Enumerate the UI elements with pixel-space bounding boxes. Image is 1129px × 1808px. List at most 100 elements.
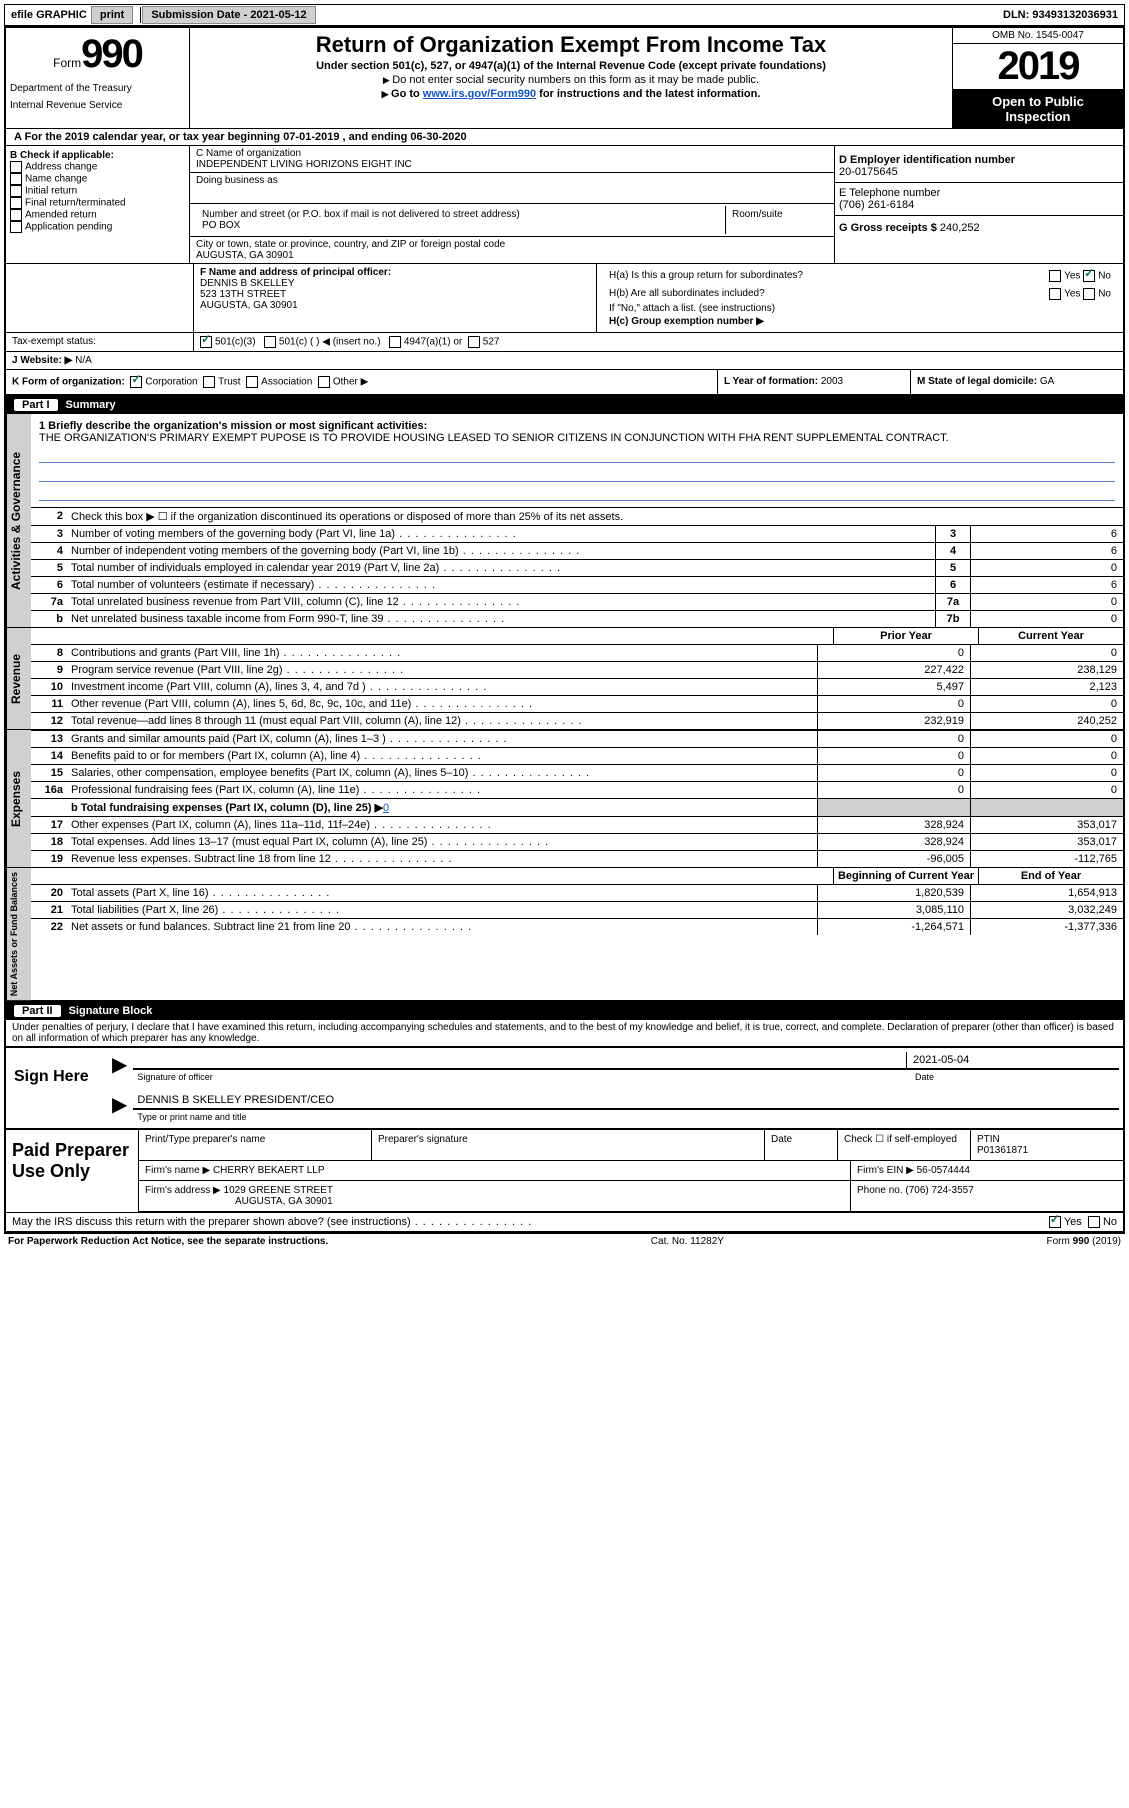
row-klm: K Form of organization: Corporation Trus… [6, 370, 1123, 396]
line-10: 10Investment income (Part VIII, column (… [31, 678, 1123, 695]
officer-addr2: AUGUSTA, GA 30901 [200, 300, 590, 311]
sec-net-assets: Net Assets or Fund Balances Beginning of… [6, 868, 1123, 1002]
hb-yn: Yes No [1043, 285, 1117, 303]
dln: DLN: 93493132036931 [997, 7, 1124, 23]
i-options: 501(c)(3) 501(c) ( ) ◀ (insert no.) 4947… [194, 333, 1123, 351]
tax-year: 2019 [953, 44, 1123, 90]
fundraising-total: 0 [383, 802, 389, 814]
line-22: 22Net assets or fund balances. Subtract … [31, 918, 1123, 935]
cb-assoc[interactable] [246, 376, 258, 388]
vtab-revenue: Revenue [6, 628, 31, 729]
cb-final-return[interactable] [10, 197, 22, 209]
line-4: 4Number of independent voting members of… [31, 542, 1123, 559]
form-number: 990 [81, 32, 142, 76]
row-j: J Website: ▶ N/A [6, 352, 1123, 370]
cb-527[interactable] [468, 336, 480, 348]
mission-line [39, 465, 1115, 482]
page-footer: For Paperwork Reduction Act Notice, see … [4, 1233, 1125, 1249]
submission-date: Submission Date - 2021-05-12 [142, 6, 315, 24]
rev-header: Prior Year Current Year [31, 628, 1123, 644]
line-2: 2Check this box ▶ ☐ if the organization … [31, 507, 1123, 525]
dba-row: Doing business as [190, 173, 834, 204]
org-name: INDEPENDENT LIVING HORIZONS EIGHT INC [196, 159, 828, 170]
cb-initial-return[interactable] [10, 185, 22, 197]
sec-activities-governance: Activities & Governance 1 Briefly descri… [6, 414, 1123, 628]
header-center: Return of Organization Exempt From Incom… [190, 28, 952, 128]
row-fh: F Name and address of principal officer:… [6, 264, 1123, 333]
line-16b: b Total fundraising expenses (Part IX, c… [31, 798, 1123, 816]
form-prefix: Form [53, 56, 81, 70]
prep-ptin: PTINP01361871 [970, 1130, 1123, 1160]
cb-4947[interactable] [389, 336, 401, 348]
prep-row-3: Firm's address ▶ 1029 GREENE STREETAUGUS… [138, 1181, 1123, 1212]
line-17: 17Other expenses (Part IX, column (A), l… [31, 816, 1123, 833]
discuss-row: May the IRS discuss this return with the… [6, 1212, 1123, 1231]
dept-treasury: Department of the Treasury [10, 83, 185, 94]
cb-address-change[interactable] [10, 161, 22, 173]
mission-line [39, 446, 1115, 463]
dept-irs: Internal Revenue Service [10, 100, 185, 111]
sig-officer-label: Signature of officer [133, 1069, 911, 1084]
cb-501c[interactable] [264, 336, 276, 348]
top-toolbar: efile GRAPHIC print Submission Date - 20… [4, 4, 1125, 26]
firm-phone: Phone no. (706) 724-3557 [850, 1181, 1123, 1211]
discuss-question: May the IRS discuss this return with the… [12, 1216, 1049, 1228]
phone-row: E Telephone number (706) 261-6184 [835, 183, 1123, 216]
vtab-governance: Activities & Governance [6, 414, 31, 627]
org-name-row: C Name of organization INDEPENDENT LIVIN… [190, 146, 834, 173]
line-15: 15Salaries, other compensation, employee… [31, 764, 1123, 781]
mission-block: 1 Briefly describe the organization's mi… [31, 414, 1123, 507]
line-19: 19Revenue less expenses. Subtract line 1… [31, 850, 1123, 867]
cb-name-change[interactable] [10, 173, 22, 185]
footer-left: For Paperwork Reduction Act Notice, see … [8, 1236, 328, 1247]
prep-row-1: Print/Type preparer's name Preparer's si… [138, 1130, 1123, 1161]
preparer-label: Paid Preparer Use Only [6, 1130, 138, 1212]
spacer-f [6, 264, 194, 332]
info-block-bcd: B Check if applicable: Address change Na… [6, 146, 1123, 264]
col-b-label: B Check if applicable: [10, 150, 185, 161]
col-f: F Name and address of principal officer:… [194, 264, 597, 332]
phone-value: (706) 261-6184 [839, 199, 1119, 211]
officer-name: DENNIS B SKELLEY [200, 278, 590, 289]
part2-header: Part II Signature Block [6, 1002, 1123, 1020]
city-state-zip: AUGUSTA, GA 30901 [196, 250, 828, 261]
cb-501c3[interactable] [200, 336, 212, 348]
footer-right: Form 990 (2019) [1047, 1236, 1121, 1247]
open-public: Open to PublicInspection [953, 90, 1123, 128]
line-11: 11Other revenue (Part VIII, column (A), … [31, 695, 1123, 712]
prep-name-h: Print/Type preparer's name [138, 1130, 371, 1160]
line-14: 14Benefits paid to or for members (Part … [31, 747, 1123, 764]
col-current-year: Current Year [978, 628, 1123, 644]
preparer-block: Paid Preparer Use Only Print/Type prepar… [6, 1128, 1123, 1212]
gross-row: G Gross receipts $ 240,252 [839, 216, 1119, 234]
addr-row: Number and street (or P.O. box if mail i… [190, 204, 834, 237]
print-button[interactable]: print [91, 6, 133, 24]
ha-yn: Yes No [1043, 267, 1117, 285]
prep-check: Check ☐ if self-employed [837, 1130, 970, 1160]
cb-app-pending[interactable] [10, 221, 22, 233]
sig-arrow-icon: ▶ [106, 1052, 133, 1084]
officer-signature-line[interactable]: 2021-05-04 [133, 1052, 1119, 1069]
line-20: 20Total assets (Part X, line 16)1,820,53… [31, 884, 1123, 901]
type-name-label: Type or print name and title [133, 1109, 1119, 1124]
mission-text: THE ORGANIZATION'S PRIMARY EXEMPT PUPOSE… [39, 432, 1115, 444]
cb-other[interactable] [318, 376, 330, 388]
col-b: B Check if applicable: Address change Na… [6, 146, 190, 263]
cb-amended[interactable] [10, 209, 22, 221]
row-k: K Form of organization: Corporation Trus… [6, 370, 717, 394]
street-addr: PO BOX [202, 220, 719, 231]
part1-header: Part I Summary [6, 396, 1123, 414]
sign-here-label: Sign Here [6, 1048, 102, 1128]
line-21: 21Total liabilities (Part X, line 26)3,0… [31, 901, 1123, 918]
gross-value: 240,252 [940, 222, 980, 234]
firm-addr: Firm's address ▶ 1029 GREENE STREETAUGUS… [138, 1181, 850, 1211]
prep-row-2: Firm's name ▶ CHERRY BEKAERT LLP Firm's … [138, 1161, 1123, 1181]
prep-sig-h: Preparer's signature [371, 1130, 764, 1160]
irs-link[interactable]: www.irs.gov/Form990 [423, 88, 536, 100]
ein-row: D Employer identification number 20-0175… [835, 150, 1123, 183]
note-link: Go to www.irs.gov/Form990 for instructio… [194, 88, 948, 100]
note-ssn: Do not enter social security numbers on … [194, 74, 948, 86]
sig-date: 2021-05-04 [906, 1052, 1119, 1068]
cb-trust[interactable] [203, 376, 215, 388]
cb-corp[interactable] [130, 376, 142, 388]
